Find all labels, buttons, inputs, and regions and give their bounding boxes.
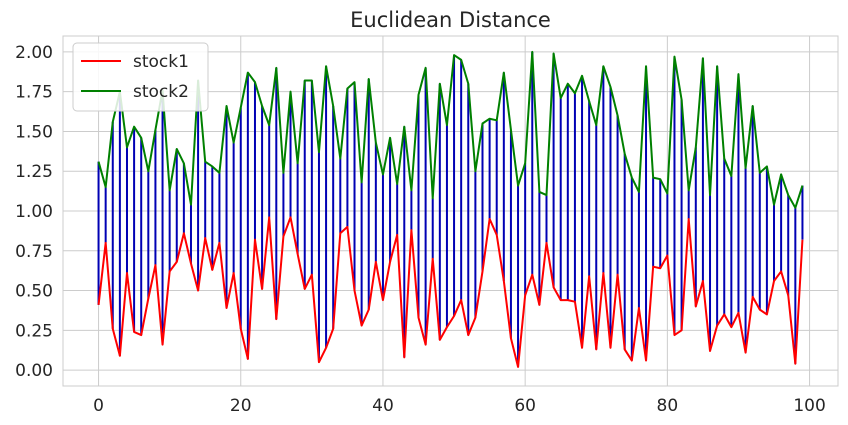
series-lines [97, 50, 804, 368]
series-line-stock1 [97, 216, 804, 368]
plot-frame [62, 35, 839, 387]
connector-lines [97, 51, 804, 367]
x-tick-label: 40 [372, 396, 394, 416]
x-axis-ticks: 0 20 40 60 80 100 [93, 396, 826, 416]
x-tick-label: 20 [230, 396, 252, 416]
y-tick-label: 0.00 [15, 361, 53, 381]
y-tick-label: 2.00 [15, 43, 53, 63]
x-tick-label: 100 [793, 396, 825, 416]
legend: stock1 stock2 [72, 42, 209, 112]
chart-title: Euclidean Distance [350, 8, 551, 32]
y-axis-ticks: 0.00 0.25 0.50 0.75 1.00 1.25 1.50 1.75 2.00 [15, 43, 53, 381]
y-tick-label: 1.50 [15, 122, 53, 142]
x-tick-label: 0 [93, 396, 104, 416]
x-tick-label: 80 [657, 396, 679, 416]
y-tick-label: 1.75 [15, 83, 53, 103]
legend-label: stock2 [133, 82, 189, 102]
y-tick-label: 0.25 [15, 321, 53, 341]
y-tick-label: 1.25 [15, 162, 53, 182]
x-tick-label: 60 [514, 396, 536, 416]
y-tick-label: 1.00 [15, 202, 53, 222]
legend-label: stock1 [133, 52, 189, 72]
series-line-stock2 [97, 50, 804, 209]
y-tick-label: 0.75 [15, 242, 53, 262]
y-tick-label: 0.50 [15, 282, 53, 302]
